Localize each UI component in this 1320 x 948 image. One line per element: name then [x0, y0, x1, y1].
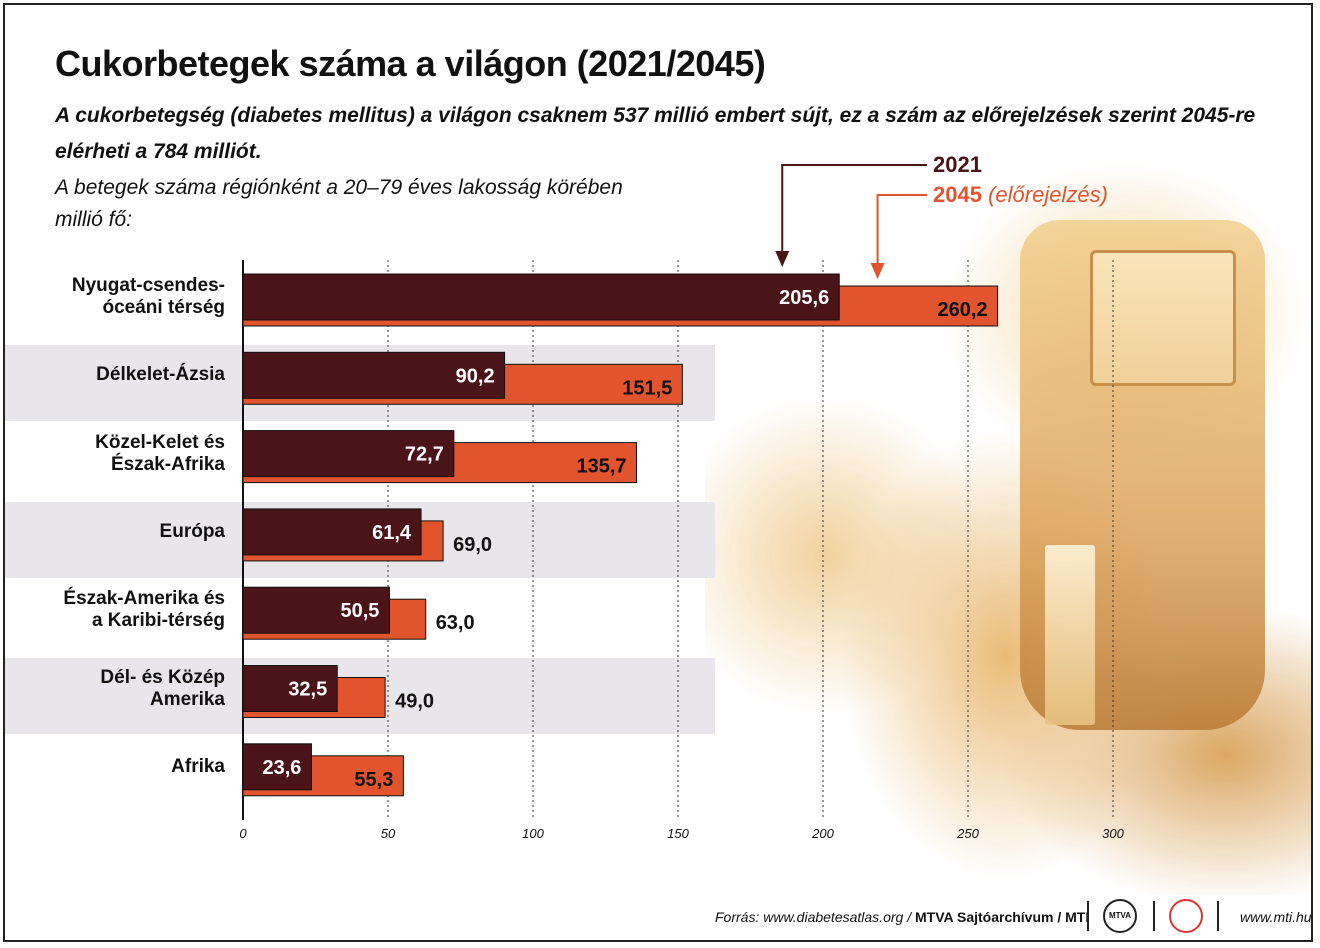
- website-link[interactable]: www.mti.hu: [1240, 909, 1312, 925]
- data-label-2045: 260,2: [938, 299, 988, 321]
- legend-arrowhead-2045: [870, 263, 885, 279]
- mti-logo-icon: [1169, 899, 1203, 933]
- data-label-2045: 49,0: [395, 691, 434, 713]
- data-label-2045: 55,3: [354, 769, 393, 791]
- category-label-line: Észak-Afrika: [110, 453, 225, 475]
- bar-2021: [242, 586, 390, 634]
- data-label-2021: 72,7: [405, 444, 444, 466]
- x-tick-label: 250: [956, 826, 979, 841]
- data-label-2021: 205,6: [779, 287, 829, 309]
- legend-2021: 2021: [933, 152, 982, 177]
- legend-2045: 2045 (előrejelzés): [933, 182, 1108, 208]
- source-note: Forrás: www.diabetesatlas.org / MTVA Saj…: [715, 909, 1089, 925]
- bar-2021: [242, 273, 840, 321]
- category-label: Európa: [25, 521, 225, 543]
- bar-2021: [242, 430, 455, 478]
- infographic-frame: Cukorbetegek száma a világon (2021/2045)…: [3, 3, 1313, 942]
- description-line: A betegek száma régiónként a 20–79 éves …: [55, 176, 623, 199]
- footer-divider: [1153, 901, 1155, 931]
- chart-title: Cukorbetegek száma a világon (2021/2045): [55, 43, 766, 84]
- category-label: Afrika: [25, 756, 225, 778]
- mtva-logo: MTVA: [1103, 899, 1137, 933]
- x-tick-label: 100: [522, 826, 544, 841]
- category-label-line: a Karibi-térség: [91, 610, 225, 632]
- x-tick-label: 0: [239, 826, 247, 841]
- category-label-line: Európa: [159, 520, 225, 542]
- category-label: Nyugat-csendes-óceáni térség: [25, 275, 225, 319]
- category-label: Délkelet-Ázsia: [25, 364, 225, 386]
- data-label-2021: 90,2: [456, 365, 495, 387]
- legend-2045-year: 2045: [933, 182, 982, 207]
- data-label-2045: 135,7: [576, 456, 626, 478]
- data-label-2045: 63,0: [436, 612, 475, 634]
- x-tick-label: 150: [667, 826, 689, 841]
- test-strip-image: [1045, 545, 1095, 725]
- meter-screen-image: [1090, 250, 1236, 386]
- category-label-line: Észak-Amerika és: [63, 588, 225, 610]
- data-label-2045: 69,0: [453, 534, 492, 556]
- data-label-2021: 32,5: [288, 679, 327, 701]
- footer-divider: [1087, 901, 1089, 931]
- category-label: Észak-Amerika és a Karibi-térség: [25, 588, 225, 632]
- data-label-2045: 151,5: [622, 377, 672, 399]
- footer-divider: [1217, 901, 1219, 931]
- description-line: millió fő:: [55, 208, 133, 231]
- category-label-line: Dél- és Közép: [100, 666, 225, 688]
- data-label-2021: 23,6: [263, 757, 302, 779]
- bar-chart: 0 50 100 150 200 250 300 205,6 260,2 90,2 151,5 72,…: [239, 164, 1125, 841]
- source-credit: MTVA Sajtóarchívum / MTI: [914, 909, 1090, 925]
- category-label-line: Közel-Kelet és: [95, 431, 225, 453]
- category-label-line: Afrika: [171, 755, 225, 777]
- x-tick-label: 50: [381, 826, 396, 841]
- chart-subtitle: A cukorbetegség (diabetes mellitus) a vi…: [55, 104, 1256, 163]
- category-label-line: Amerika: [150, 688, 225, 710]
- category-label: Közel-Kelet és Észak-Afrika: [25, 432, 225, 476]
- legend-arrow-2045: [876, 194, 927, 269]
- data-label-2021: 50,5: [341, 600, 380, 622]
- category-label-line: óceáni térség: [102, 297, 226, 318]
- bar-2021: [242, 351, 506, 399]
- legend-arrow-2021: [781, 164, 927, 257]
- source-prefix: Forrás: www.diabetesatlas.org /: [715, 909, 915, 925]
- data-label-2021: 61,4: [372, 522, 412, 544]
- category-label: Dél- és Közép Amerika: [25, 667, 225, 711]
- legend-2045-note: (előrejelzés): [988, 182, 1108, 207]
- chart-description: A betegek száma régiónként a 20–79 éves …: [55, 172, 623, 236]
- category-label-line: Délkelet-Ázsia: [96, 364, 225, 386]
- bar-2021: [242, 508, 422, 556]
- category-label-line: Nyugat-csendes-: [71, 275, 225, 296]
- bar-2021: [242, 665, 338, 712]
- legend-arrowhead-2021: [775, 251, 790, 267]
- x-tick-label: 200: [811, 826, 834, 841]
- x-tick-label: 300: [1102, 826, 1124, 841]
- bar-2021: [242, 743, 312, 791]
